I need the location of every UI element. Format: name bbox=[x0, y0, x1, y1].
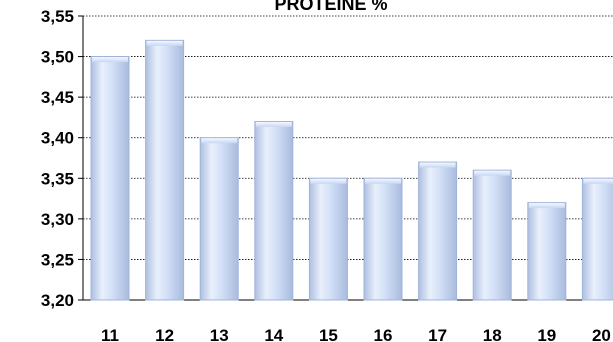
bars bbox=[90, 39, 613, 301]
bar-body bbox=[199, 137, 239, 301]
y-tick-label: 3,55 bbox=[41, 7, 74, 26]
bar-highlight bbox=[583, 178, 613, 184]
bar-highlight bbox=[146, 40, 183, 46]
bar-highlight bbox=[310, 178, 347, 184]
x-tick-label: 12 bbox=[155, 326, 174, 342]
y-tick-label: 3,35 bbox=[41, 169, 74, 188]
bar-highlight bbox=[528, 203, 565, 209]
x-tick-label: 19 bbox=[537, 326, 556, 342]
bar bbox=[254, 120, 294, 301]
y-tick-label: 3,45 bbox=[41, 88, 74, 107]
x-tick-label: 14 bbox=[264, 326, 283, 342]
bar-highlight bbox=[255, 121, 292, 127]
x-tick-label: 18 bbox=[483, 326, 502, 342]
bar bbox=[581, 177, 613, 301]
y-tick-label: 3,25 bbox=[41, 250, 74, 269]
bar bbox=[363, 177, 403, 301]
x-tick-label: 15 bbox=[319, 326, 338, 342]
x-tick-label: 20 bbox=[592, 326, 611, 342]
chart-title: PROTEINE % bbox=[274, 0, 387, 14]
bar-highlight bbox=[201, 138, 238, 144]
bar-highlight bbox=[92, 57, 128, 63]
bar-body bbox=[145, 39, 185, 301]
bar-body bbox=[308, 177, 348, 301]
bar bbox=[418, 161, 458, 301]
bar-body bbox=[418, 161, 458, 301]
y-tick-label: 3,30 bbox=[41, 210, 74, 229]
bar bbox=[472, 169, 512, 301]
x-tick-label: 17 bbox=[428, 326, 447, 342]
bar bbox=[527, 202, 567, 301]
bar bbox=[90, 56, 130, 301]
x-tick-label: 16 bbox=[374, 326, 393, 342]
x-tick-label: 11 bbox=[101, 326, 119, 342]
bar-highlight bbox=[419, 162, 456, 168]
bar-body bbox=[90, 56, 130, 301]
x-tick-label: 13 bbox=[210, 326, 229, 342]
bar-body bbox=[363, 177, 403, 301]
bar bbox=[199, 137, 239, 301]
bar bbox=[308, 177, 348, 301]
bar-body bbox=[254, 120, 294, 301]
bar-body bbox=[472, 169, 512, 301]
bar bbox=[145, 39, 185, 301]
bar-highlight bbox=[365, 178, 401, 184]
y-tick-label: 3,40 bbox=[41, 129, 74, 148]
bar-body bbox=[527, 202, 567, 301]
y-tick-label: 3,50 bbox=[41, 48, 74, 67]
x-axis-labels: 11 12 13 14 15 16 17 18 19 20 bbox=[101, 326, 611, 342]
bar-highlight bbox=[474, 170, 511, 176]
y-axis: 3,20 3,25 3,30 3,35 3,40 3,45 3,50 3,55 bbox=[41, 7, 613, 310]
y-tick-label: 3,20 bbox=[41, 291, 74, 310]
bar-body bbox=[581, 177, 613, 301]
